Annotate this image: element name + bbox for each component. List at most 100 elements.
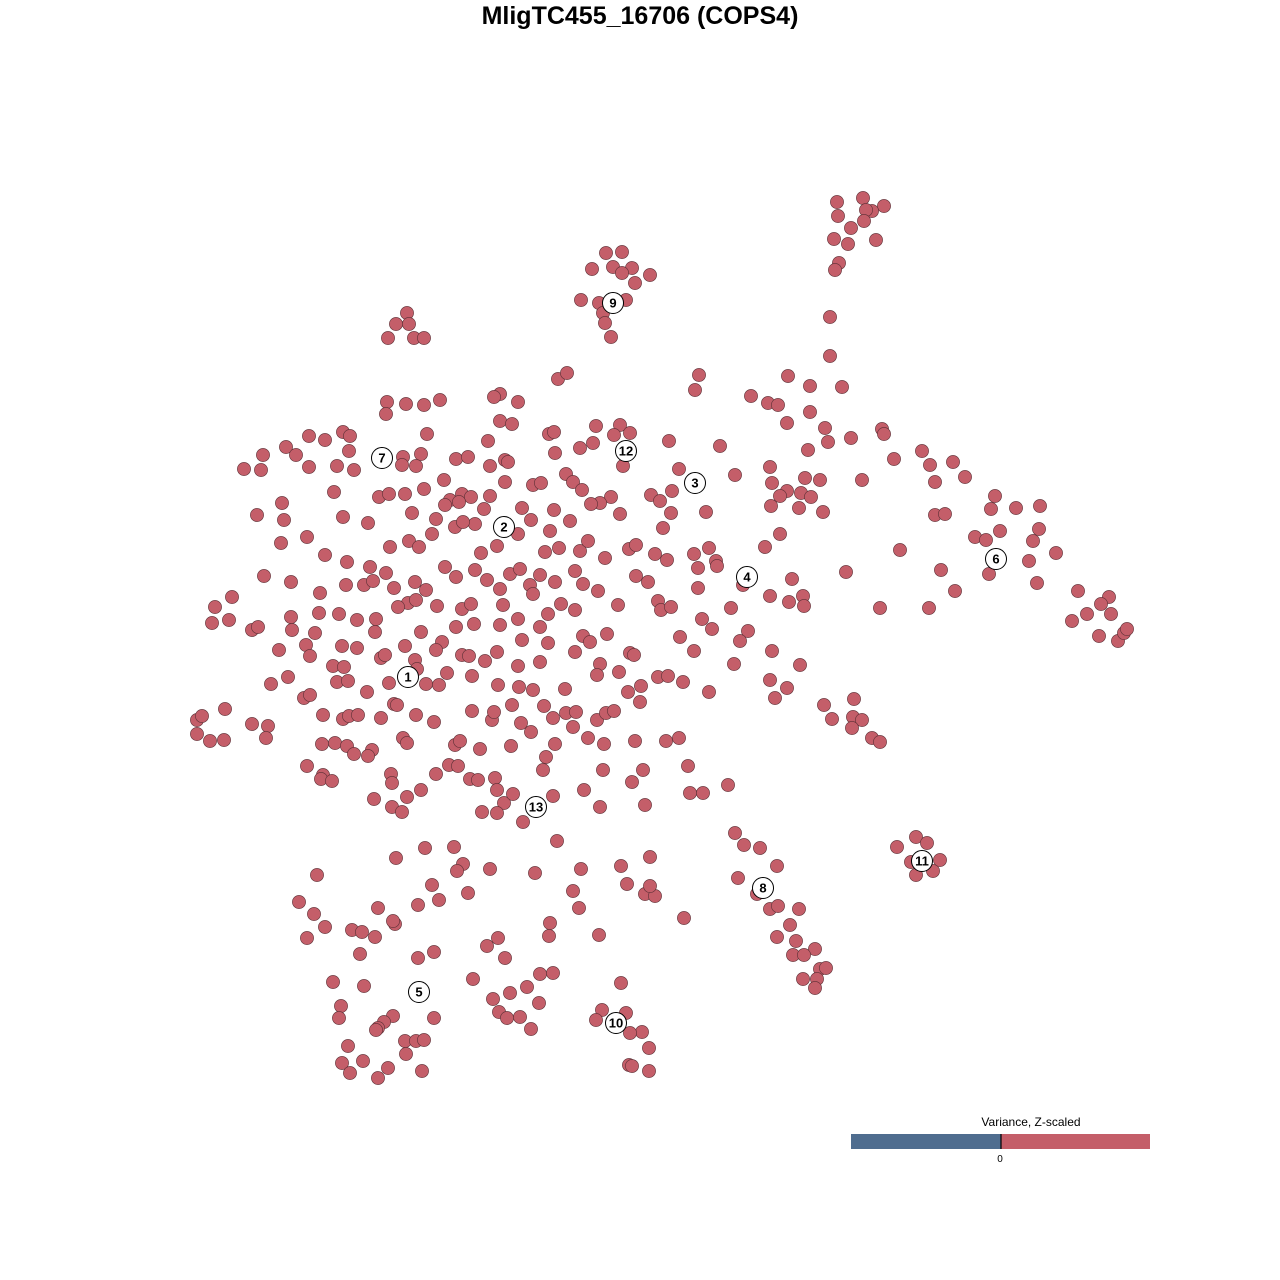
cluster-label-10: 10 bbox=[605, 1012, 627, 1034]
cluster-label-text: 13 bbox=[529, 800, 543, 815]
data-point bbox=[328, 736, 342, 750]
data-point bbox=[389, 317, 403, 331]
data-point bbox=[432, 893, 446, 907]
data-point bbox=[692, 368, 706, 382]
data-point bbox=[414, 783, 428, 797]
cluster-label-2: 2 bbox=[493, 516, 515, 538]
cluster-label-text: 12 bbox=[619, 444, 633, 459]
data-point bbox=[332, 1011, 346, 1025]
data-point bbox=[566, 720, 580, 734]
data-point bbox=[399, 1047, 413, 1061]
data-point bbox=[737, 838, 751, 852]
data-point bbox=[462, 649, 476, 663]
data-point bbox=[890, 840, 904, 854]
data-point bbox=[643, 850, 657, 864]
data-point bbox=[487, 705, 501, 719]
data-point bbox=[855, 473, 869, 487]
data-point bbox=[303, 649, 317, 663]
data-point bbox=[825, 712, 839, 726]
cluster-label-7: 7 bbox=[371, 447, 393, 469]
data-point bbox=[429, 767, 443, 781]
data-point bbox=[552, 541, 566, 555]
data-point bbox=[254, 463, 268, 477]
data-point bbox=[569, 705, 583, 719]
data-point bbox=[473, 742, 487, 756]
data-point bbox=[334, 999, 348, 1013]
cluster-label-badge bbox=[371, 447, 393, 469]
data-point bbox=[480, 939, 494, 953]
data-point bbox=[318, 920, 332, 934]
data-point bbox=[641, 575, 655, 589]
data-point bbox=[857, 214, 871, 228]
data-point bbox=[440, 666, 454, 680]
data-point bbox=[383, 540, 397, 554]
data-point bbox=[676, 675, 690, 689]
data-point bbox=[563, 514, 577, 528]
data-point bbox=[351, 708, 365, 722]
data-point bbox=[533, 568, 547, 582]
data-point bbox=[467, 617, 481, 631]
legend-low-segment bbox=[851, 1134, 1001, 1149]
cluster-label-badge bbox=[911, 850, 933, 872]
data-point bbox=[713, 439, 727, 453]
data-point bbox=[330, 459, 344, 473]
data-point bbox=[475, 805, 489, 819]
data-point bbox=[511, 659, 525, 673]
data-point bbox=[543, 916, 557, 930]
data-point bbox=[792, 501, 806, 515]
data-point bbox=[946, 455, 960, 469]
data-point bbox=[979, 533, 993, 547]
data-point bbox=[483, 459, 497, 473]
data-point bbox=[513, 562, 527, 576]
cluster-label-text: 6 bbox=[992, 552, 999, 567]
data-point bbox=[419, 677, 433, 691]
data-point bbox=[486, 992, 500, 1006]
data-point bbox=[327, 485, 341, 499]
data-point bbox=[511, 612, 525, 626]
data-point bbox=[648, 547, 662, 561]
data-point bbox=[801, 443, 815, 457]
data-point bbox=[539, 750, 553, 764]
data-point bbox=[386, 914, 400, 928]
data-point bbox=[465, 669, 479, 683]
data-point bbox=[449, 452, 463, 466]
data-point bbox=[516, 815, 530, 829]
data-point bbox=[568, 603, 582, 617]
data-point bbox=[456, 515, 470, 529]
data-point bbox=[417, 1033, 431, 1047]
data-point bbox=[487, 390, 501, 404]
data-point bbox=[303, 688, 317, 702]
data-point bbox=[695, 612, 709, 626]
data-point bbox=[817, 698, 831, 712]
data-point bbox=[577, 783, 591, 797]
color-legend-bar bbox=[851, 1134, 1150, 1149]
data-point bbox=[633, 695, 647, 709]
data-point bbox=[284, 575, 298, 589]
data-point bbox=[566, 475, 580, 489]
data-point bbox=[408, 575, 422, 589]
data-point bbox=[498, 951, 512, 965]
data-point bbox=[621, 685, 635, 699]
cluster-label-4: 4 bbox=[736, 566, 758, 588]
data-point bbox=[420, 427, 434, 441]
data-point bbox=[526, 587, 540, 601]
data-point bbox=[728, 826, 742, 840]
data-point bbox=[548, 575, 562, 589]
data-point bbox=[672, 462, 686, 476]
data-point bbox=[543, 524, 557, 538]
data-point bbox=[797, 948, 811, 962]
data-point bbox=[604, 490, 618, 504]
data-point bbox=[585, 262, 599, 276]
data-point bbox=[581, 534, 595, 548]
data-point bbox=[584, 497, 598, 511]
data-point bbox=[600, 627, 614, 641]
data-point bbox=[804, 490, 818, 504]
data-point bbox=[390, 698, 404, 712]
data-point bbox=[827, 232, 841, 246]
data-point bbox=[819, 961, 833, 975]
data-point bbox=[893, 543, 907, 557]
data-point bbox=[844, 431, 858, 445]
data-point bbox=[808, 981, 822, 995]
data-point bbox=[505, 417, 519, 431]
data-point bbox=[382, 487, 396, 501]
